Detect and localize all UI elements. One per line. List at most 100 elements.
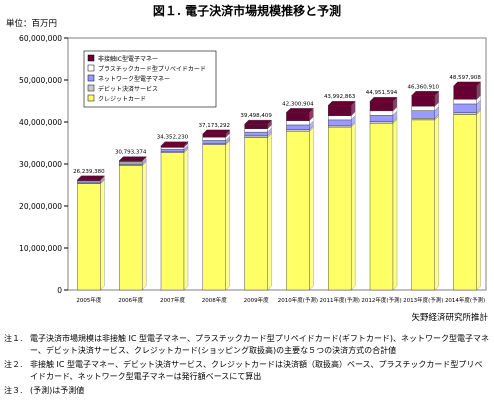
bar-segment xyxy=(411,119,435,291)
bar-top xyxy=(202,129,231,135)
note-2-label: 注２. xyxy=(4,360,23,369)
x-tick-label: 2007年度 xyxy=(160,296,185,304)
legend-label: 非接触IC型電子マネー xyxy=(98,55,158,63)
bar-segment xyxy=(286,124,310,130)
bar-segment xyxy=(160,149,185,152)
bar-top xyxy=(160,141,189,146)
x-tick-label: 2005年度 xyxy=(76,296,101,304)
legend-label: ネットワーク型電子マネー xyxy=(98,75,170,83)
data-label-total: 30,793,374 xyxy=(115,150,147,156)
bar-segment xyxy=(286,112,310,121)
bar-segment xyxy=(411,118,435,121)
data-label-total: 39,498,409 xyxy=(240,113,272,119)
bar-segment xyxy=(202,140,226,144)
data-label-total: 37,173,292 xyxy=(199,123,231,129)
y-tick-label: 30,000,000 xyxy=(19,160,62,169)
legend-swatch xyxy=(87,94,95,102)
bar-segment xyxy=(369,115,394,122)
bar-segment xyxy=(119,165,143,291)
legend-swatch xyxy=(87,64,95,72)
bar-top xyxy=(453,81,481,87)
note-1: 注１. 電子決済市場規模は非接触 IC 型電子マネー、プラスチックカード型プリペイ… xyxy=(4,333,492,357)
bar-top xyxy=(77,175,105,180)
bar-segment-side xyxy=(476,110,481,291)
bar-segment-side xyxy=(267,133,272,291)
bar-segment xyxy=(328,119,352,126)
bar-segment xyxy=(244,137,268,291)
bar-segment xyxy=(328,125,352,128)
bar-top xyxy=(286,108,314,113)
bar-segment xyxy=(244,135,268,138)
bar-segment xyxy=(369,101,394,112)
x-tick-label: 2012年度(予測) xyxy=(361,296,401,304)
bar-segment-side xyxy=(434,115,439,291)
y-tick-label: 50,000,000 xyxy=(19,76,62,85)
bar-segment xyxy=(369,123,394,291)
bar-segment xyxy=(160,152,185,291)
data-label-total: 43,992,863 xyxy=(324,94,356,100)
note-1-label: 注１. xyxy=(4,334,23,343)
bar-segment xyxy=(328,115,352,121)
bar-segment xyxy=(328,105,352,116)
bar-segment-side xyxy=(142,161,147,291)
note-3-text: (予測)は予測値 xyxy=(30,386,85,395)
note-1-text: 電子決済市場規模は非接触 IC 型電子マネー、プラスチックカード型プリペイドカー… xyxy=(30,334,490,355)
data-label-total: 48,597,908 xyxy=(449,75,481,81)
note-3: 注３. (予測)は予測値 xyxy=(4,385,492,397)
bar-segment xyxy=(202,137,226,141)
bar-segment xyxy=(411,106,435,111)
x-tick-label: 2011年度(予測) xyxy=(320,296,360,304)
x-tick-label: 2013年度(予測) xyxy=(403,296,443,304)
data-label-total: 34,352,230 xyxy=(157,135,189,141)
legend-label: クレジットカード xyxy=(98,96,146,103)
bar-segment xyxy=(411,95,435,107)
bar-segment xyxy=(453,85,477,100)
bar-top xyxy=(244,119,272,125)
note-3-label: 注３. xyxy=(4,386,23,395)
stacked-bar-chart: 0 10,000,000 20,000,000 30,000,000 40,000,00… xyxy=(19,34,487,304)
legend-swatch xyxy=(87,84,95,92)
legend-label: デビット決済サービス xyxy=(98,85,158,93)
legend-box xyxy=(83,50,217,108)
data-label-total: 44,951,594 xyxy=(366,90,398,96)
data-label-total: 46,360,910 xyxy=(408,84,440,90)
x-tick-label: 2006年度 xyxy=(118,296,143,304)
bar-segment xyxy=(286,129,310,132)
y-tick-label: 40,000,000 xyxy=(19,118,62,127)
y-tick-label: 0 xyxy=(57,286,62,295)
source-credit: 矢野経済研究所推計 xyxy=(411,313,488,323)
bar-segment xyxy=(119,162,143,165)
bar-segment-side xyxy=(351,122,356,291)
bar-top xyxy=(118,156,147,161)
bar-segment xyxy=(369,110,394,116)
note-2-text: 非接触 IC 型電子マネー、デビット決済サービス、クレジットカードは決済額（取扱… xyxy=(30,360,483,381)
bar-segment xyxy=(453,103,477,113)
bar-segment xyxy=(453,114,477,291)
y-tick-label: 60,000,000 xyxy=(19,34,62,43)
unit-label: 単位：百万円 xyxy=(6,19,58,29)
bar-segment-side xyxy=(183,148,189,291)
bar-segment-side xyxy=(225,140,230,291)
bar-segment xyxy=(160,145,185,148)
bar-segment xyxy=(202,144,226,291)
legend-swatch xyxy=(87,74,95,82)
bar-segment xyxy=(411,110,435,119)
bar-segment xyxy=(244,131,268,137)
bar-segment xyxy=(244,128,268,133)
bar-segment xyxy=(160,147,185,150)
x-tick-label: 2009年度 xyxy=(244,296,269,304)
bar-segment-side xyxy=(309,126,314,291)
bar-top xyxy=(411,91,440,96)
data-label-total: 42,300,904 xyxy=(282,101,314,107)
y-tick-label: 10,000,000 xyxy=(19,244,62,253)
bar-segment xyxy=(202,133,226,138)
y-tick-label: 20,000,000 xyxy=(19,202,62,211)
x-tick-label: 2010年度(予測) xyxy=(278,296,318,304)
bar-top xyxy=(369,97,398,102)
bar-segment xyxy=(286,131,310,291)
bar-segment-side xyxy=(392,118,398,291)
note-2: 注２. 非接触 IC 型電子マネー、デビット決済サービス、クレジットカードは決済額… xyxy=(4,359,492,383)
legend-swatch xyxy=(87,54,95,62)
bar-segment xyxy=(328,126,352,291)
bar-segment-side xyxy=(100,179,105,291)
